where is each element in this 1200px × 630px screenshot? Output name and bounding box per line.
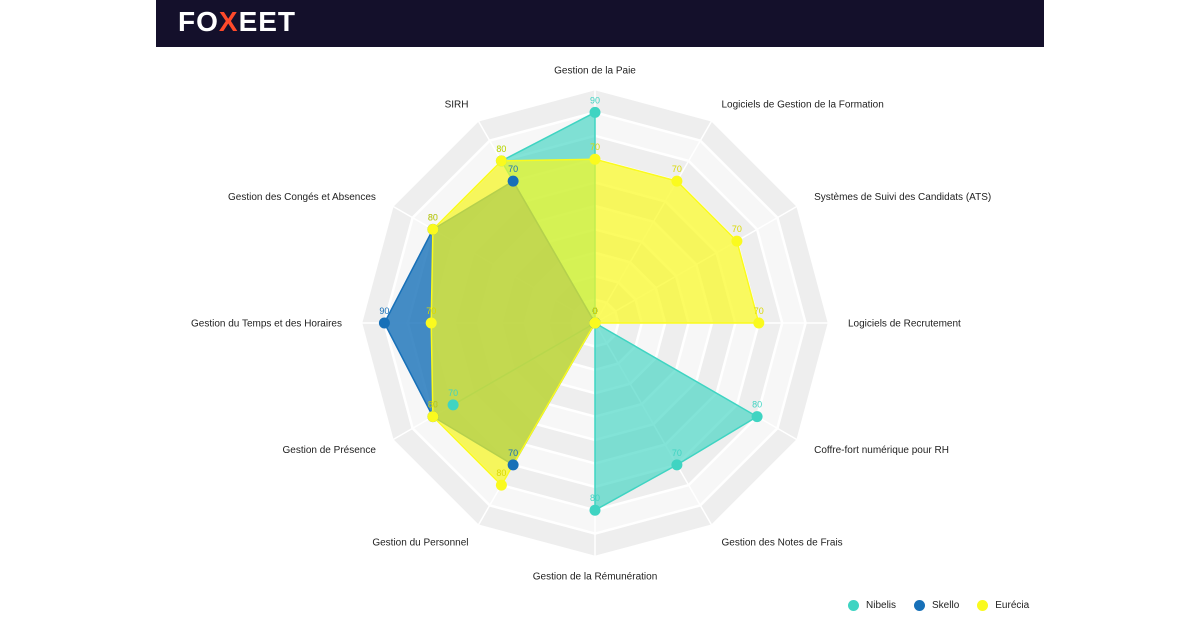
data-point[interactable] bbox=[671, 175, 683, 187]
data-point[interactable] bbox=[751, 411, 763, 423]
axis-label: Logiciels de Recrutement bbox=[848, 319, 961, 330]
data-label: 70 bbox=[754, 306, 764, 316]
legend-label: Nibelis bbox=[866, 599, 897, 611]
data-label: 90 bbox=[590, 95, 600, 105]
data-point[interactable] bbox=[427, 223, 439, 235]
data-label: 70 bbox=[672, 164, 682, 174]
data-point[interactable] bbox=[589, 317, 601, 329]
data-label: 0 bbox=[592, 306, 597, 316]
data-point[interactable] bbox=[507, 175, 519, 187]
data-label: 0 bbox=[592, 306, 597, 316]
data-label: 70 bbox=[672, 448, 682, 458]
axis-label: SIRH bbox=[445, 99, 469, 110]
foxeet-logo[interactable]: FOXEET bbox=[178, 5, 296, 39]
data-point[interactable] bbox=[731, 235, 743, 247]
legend-label: Skello bbox=[932, 599, 960, 611]
axis-label: Gestion du Personnel bbox=[372, 538, 468, 549]
data-label: 0 bbox=[592, 306, 597, 316]
radar-chart: 9000080708007000800000000708090807070707… bbox=[191, 66, 991, 583]
data-label: 90 bbox=[379, 306, 389, 316]
logo-part-1: FO bbox=[178, 6, 219, 37]
axis-label: Systèmes de Suivi des Candidats (ATS) bbox=[814, 192, 991, 203]
data-label: 0 bbox=[592, 306, 597, 316]
axis-labels: Gestion de la Paie Logiciels de Gestion d… bbox=[191, 66, 991, 583]
data-label: 70 bbox=[508, 164, 518, 174]
data-label: 0 bbox=[592, 306, 597, 316]
data-label: 80 bbox=[428, 212, 438, 222]
axis-label: Logiciels de Gestion de la Formation bbox=[722, 99, 884, 110]
chart-legend: Nibelis Skello Eurécia bbox=[848, 597, 1029, 613]
data-label: 80 bbox=[428, 400, 438, 410]
data-point[interactable] bbox=[589, 106, 601, 118]
legend-item-skello[interactable]: Skello bbox=[914, 599, 960, 611]
data-point[interactable] bbox=[589, 504, 601, 516]
data-label: 80 bbox=[496, 144, 506, 154]
data-label: 70 bbox=[590, 142, 600, 152]
data-label: 0 bbox=[592, 306, 597, 316]
data-label: 80 bbox=[496, 468, 506, 478]
data-point[interactable] bbox=[447, 399, 459, 411]
data-point[interactable] bbox=[589, 153, 601, 165]
data-label: 0 bbox=[592, 306, 597, 316]
data-label: 0 bbox=[592, 306, 597, 316]
legend-marker bbox=[977, 599, 989, 611]
axis-label: Coffre-fort numérique pour RH bbox=[814, 445, 949, 456]
data-point[interactable] bbox=[425, 317, 437, 329]
data-label: 0 bbox=[592, 306, 597, 316]
data-label: 80 bbox=[428, 400, 438, 410]
data-point[interactable] bbox=[507, 459, 519, 471]
data-label: 0 bbox=[592, 306, 597, 316]
data-point[interactable] bbox=[378, 317, 390, 329]
axis-label: Gestion de la Rémunération bbox=[533, 572, 658, 583]
data-point[interactable] bbox=[495, 155, 507, 167]
data-label: 80 bbox=[428, 212, 438, 222]
legend-label: Eurécia bbox=[995, 599, 1030, 611]
data-label: 70 bbox=[732, 224, 742, 234]
data-label: 80 bbox=[496, 144, 506, 154]
legend-item-nibelis[interactable]: Nibelis bbox=[848, 599, 897, 611]
data-label: 0 bbox=[592, 306, 597, 316]
logo-part-3: EET bbox=[238, 6, 297, 37]
axis-label: Gestion de Présence bbox=[283, 445, 377, 456]
axis-label: Gestion du Temps et des Horaires bbox=[191, 319, 342, 330]
data-point[interactable] bbox=[671, 459, 683, 471]
logo-part-2: X bbox=[218, 6, 239, 37]
legend-marker bbox=[914, 599, 926, 611]
data-point[interactable] bbox=[427, 411, 439, 423]
data-label: 80 bbox=[752, 400, 762, 410]
data-label: 70 bbox=[448, 388, 458, 398]
data-point[interactable] bbox=[495, 479, 507, 491]
header-bar: FOXEET bbox=[156, 0, 1044, 47]
legend-item-eurécia[interactable]: Eurécia bbox=[977, 599, 1030, 611]
axis-label: Gestion de la Paie bbox=[554, 66, 636, 77]
data-label: 0 bbox=[592, 306, 597, 316]
data-label: 70 bbox=[508, 448, 518, 458]
data-point[interactable] bbox=[753, 317, 765, 329]
axis-label: Gestion des Notes de Frais bbox=[722, 538, 843, 549]
legend-marker bbox=[848, 599, 859, 611]
data-label: 70 bbox=[426, 306, 436, 316]
data-label: 0 bbox=[592, 306, 597, 316]
data-label: 0 bbox=[592, 306, 597, 316]
data-label: 0 bbox=[592, 306, 597, 316]
axis-label: Gestion des Congés et Absences bbox=[228, 192, 376, 203]
data-label: 80 bbox=[590, 493, 600, 503]
data-label: 0 bbox=[592, 306, 597, 316]
